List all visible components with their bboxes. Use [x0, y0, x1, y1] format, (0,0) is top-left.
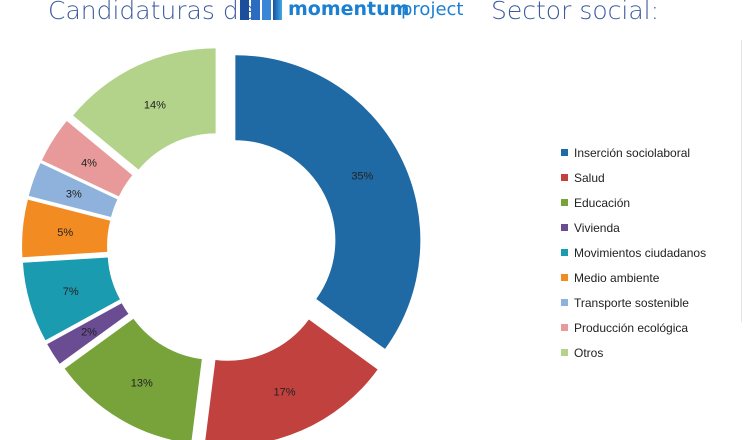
donut-chart: 35% 17% 13% 2% 7% 5% 3% 4% 14%: [22, 48, 421, 440]
chart-title-prefix: Candidaturas de: [48, 0, 254, 28]
legend-swatch: [561, 149, 568, 156]
legend-item: Producción ecológica: [561, 315, 706, 340]
legend-label: Medio ambiente: [574, 270, 660, 285]
slice-movimientos-ciudadanos: [22, 257, 120, 341]
legend-swatch: [561, 349, 568, 356]
slice-otros: [73, 48, 216, 170]
legend-label: Vivienda: [574, 220, 620, 235]
legend-label: Movimientos ciudadanos: [574, 245, 707, 260]
legend-swatch: [561, 199, 568, 206]
legend-item: Medio ambiente: [561, 265, 706, 290]
legend-item: Movimientos ciudadanos: [561, 240, 706, 265]
legend-item: Vivienda: [561, 215, 706, 240]
data-label: 17%: [274, 387, 296, 399]
slice-educaci-n: [64, 318, 202, 440]
svg-text:momentum: momentum: [288, 0, 409, 20]
legend-label: Salud: [574, 170, 605, 185]
panel-edge-divider: [741, 40, 742, 322]
legend-item: Otros: [561, 340, 706, 365]
slice-medio-ambiente: [22, 199, 111, 258]
data-label: 4%: [81, 158, 97, 170]
legend-swatch: [561, 299, 568, 306]
legend-swatch: [561, 174, 568, 181]
slice-salud: [205, 319, 378, 440]
data-label: 2%: [81, 326, 97, 338]
slice-producci-n-ecol-gica: [41, 121, 133, 197]
legend-label: Otros: [574, 345, 604, 360]
svg-text:project: project: [401, 0, 463, 20]
slice-vivienda: [47, 303, 129, 364]
legend-item: Educación: [561, 190, 706, 215]
data-label: 5%: [57, 227, 73, 239]
legend-label: Transporte sostenible: [574, 295, 689, 310]
legend-swatch: [561, 224, 568, 231]
legend-label: Inserción sociolaboral: [574, 145, 691, 160]
legend-item: Salud: [561, 165, 706, 190]
data-label: 13%: [131, 378, 153, 390]
data-label: 3%: [66, 189, 82, 201]
legend-swatch: [561, 324, 568, 331]
slice-transporte-sostenible: [28, 163, 118, 218]
legend-label: Producción ecológica: [574, 320, 689, 335]
chart-legend: Inserción sociolaboral Salud Educación Vivi…: [561, 140, 706, 365]
legend-item: Transporte sostenible: [561, 290, 706, 315]
data-label: 35%: [351, 170, 373, 182]
data-label: 14%: [144, 99, 166, 111]
legend-swatch: [561, 249, 568, 256]
momentum-project-logo: momentum project: [240, 0, 463, 20]
legend-swatch: [561, 274, 568, 281]
slice-inserci-n-sociolaboral: [235, 55, 421, 349]
legend-item: Inserción sociolaboral: [561, 140, 706, 165]
data-label: 7%: [63, 286, 79, 298]
title-left-text: Candidaturas de: [48, 0, 255, 25]
legend-label: Educación: [574, 195, 631, 210]
title-right-text: Sector social:: [491, 0, 660, 25]
